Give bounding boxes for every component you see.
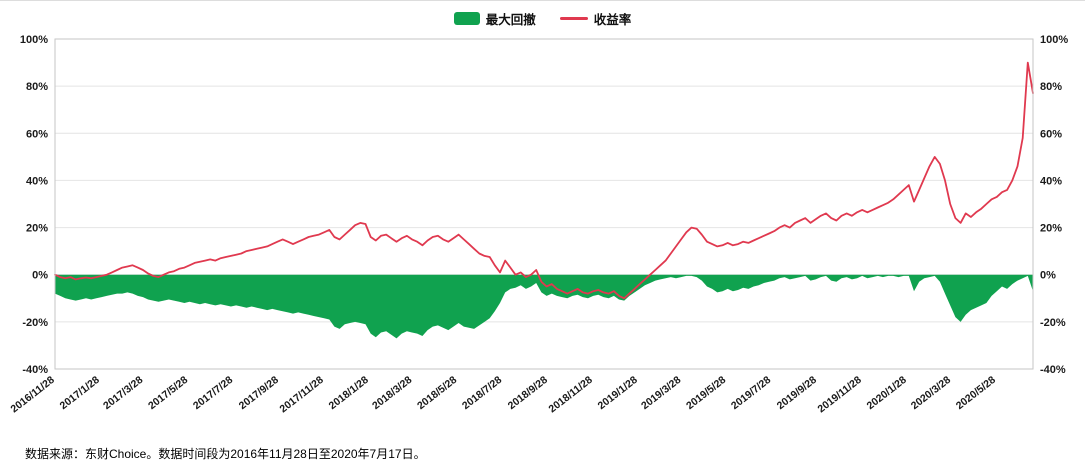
y-tick-label-right: 40%: [1040, 175, 1062, 187]
y-tick-label-right: 20%: [1040, 223, 1062, 235]
drawdown-area: [55, 274, 1033, 339]
y-tick-label-left: 40%: [26, 175, 48, 187]
y-tick-label-right: 100%: [1040, 34, 1068, 46]
x-tick-label: 2018/9/28: [506, 374, 550, 412]
x-tick-label: 2017/9/28: [237, 374, 281, 412]
x-tick-label: 2019/11/28: [816, 374, 864, 416]
return-line-swatch-icon: [559, 17, 588, 20]
x-tick-label: 2018/11/28: [547, 374, 595, 416]
x-tick-label: 2018/1/28: [327, 374, 371, 412]
chart-canvas: 100% 100% 80% 80% 60% 60% 40% 40% 20% 20% 0% 0% -20%…: [8, 34, 1068, 416]
legend-return-label: 收益率: [593, 13, 632, 27]
x-tick-label: 2017/5/28: [146, 374, 190, 412]
x-tick-label: 2019/3/28: [639, 374, 683, 412]
y-tick-label-right: 80%: [1040, 81, 1062, 93]
plot-border: [54, 38, 1034, 370]
y-tick-label-left: 100%: [20, 34, 48, 46]
return-line: [54, 61, 1034, 300]
y-tick-label-left: 60%: [26, 128, 48, 140]
legend-item-return[interactable]: 收益率: [559, 9, 632, 28]
x-tick-label: 2018/3/28: [370, 374, 414, 412]
x-tick-label: 2018/7/28: [460, 374, 504, 412]
y-tick-label-right: -40%: [1040, 364, 1066, 376]
y-tick-label-right: -20%: [1040, 317, 1066, 329]
x-tick-label: 2019/5/28: [684, 374, 728, 412]
legend-drawdown-label: 最大回撤: [485, 13, 536, 27]
x-tick-label: 2019/9/28: [775, 374, 819, 412]
x-tick-label: 2017/3/28: [101, 374, 145, 412]
x-tick-label: 2016/11/28: [8, 374, 56, 416]
data-source-note: 数据来源：东财Choice。数据时间段为2016年11月28日至2020年7月1…: [25, 447, 426, 461]
x-tick-label: 2019/1/28: [596, 374, 640, 412]
x-tick-label: 2018/5/28: [415, 374, 459, 412]
drawdown-swatch-icon: [453, 12, 480, 25]
y-tick-label-left: 80%: [26, 81, 48, 93]
x-tick-label: 2017/1/28: [58, 374, 102, 412]
y-tick-label-left: 0%: [32, 270, 48, 282]
x-tick-label: 2019/7/28: [729, 374, 773, 412]
x-tick-label: 2020/5/28: [954, 374, 998, 412]
legend: 最大回撤 收益率: [0, 9, 1085, 28]
y-tick-label-right: 60%: [1040, 128, 1062, 140]
x-tick-label: 2020/1/28: [865, 374, 909, 412]
y-tick-label-left: 20%: [26, 223, 48, 235]
x-tick-label: 2017/7/28: [191, 374, 235, 412]
y-tick-label-left: -20%: [22, 317, 48, 329]
y-tick-label-right: 0%: [1040, 270, 1056, 282]
y-tick-label-left: -40%: [22, 364, 48, 376]
x-tick-label: 2020/3/28: [909, 374, 953, 412]
x-tick-label: 2017/11/28: [278, 374, 326, 416]
legend-item-drawdown[interactable]: 最大回撤: [453, 9, 536, 28]
